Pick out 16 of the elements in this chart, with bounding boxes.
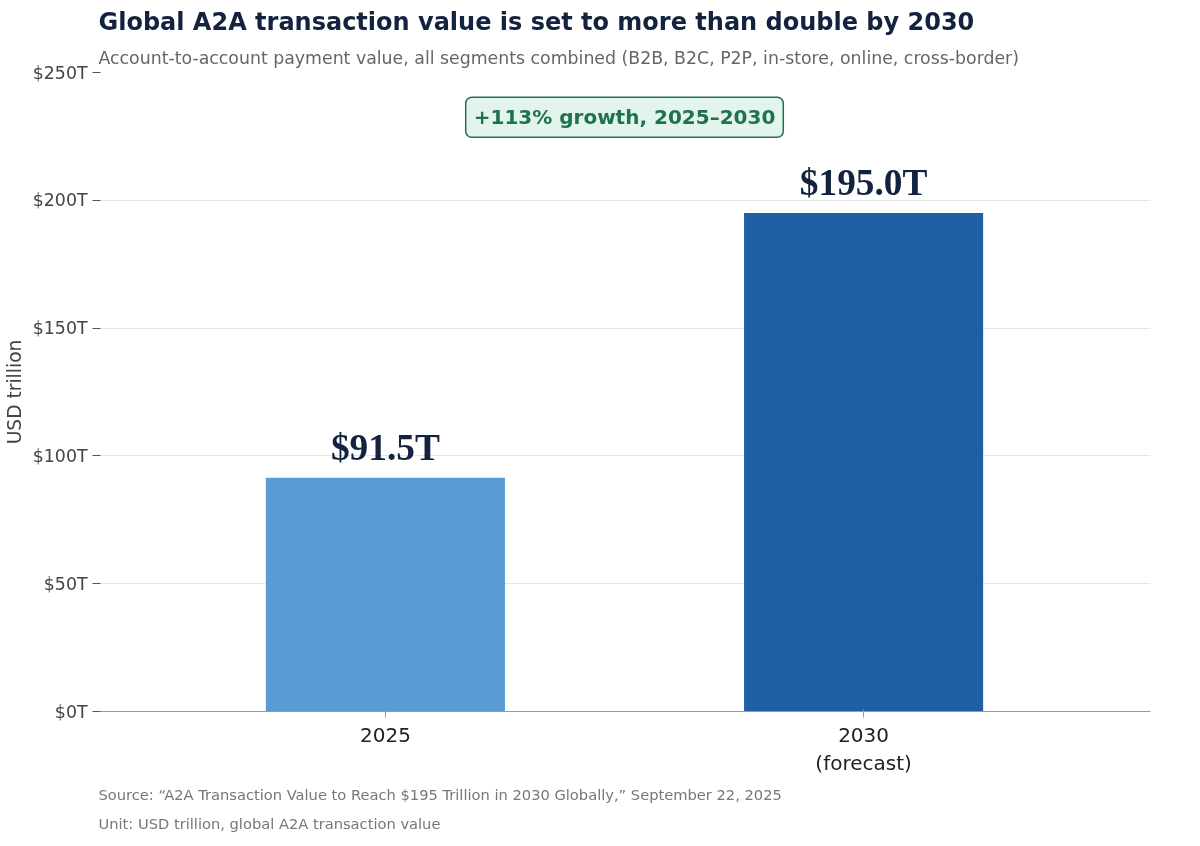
y-tick-label: $50T bbox=[43, 573, 88, 594]
x-tick-label: 2025 bbox=[359, 722, 411, 747]
y-tick-label: $0T bbox=[54, 701, 88, 722]
text: Unit: USD trillion, global A2A transaction value bbox=[98, 814, 441, 832]
y-tick-label: $150T bbox=[32, 318, 88, 339]
y-tick-label: $200T bbox=[32, 190, 88, 211]
y-tick-label: $100T bbox=[32, 445, 88, 466]
x-tick-label: 2030 (forecast) bbox=[815, 722, 912, 776]
chart-title: Global A2A transaction value is set to more than double by 2030 bbox=[98, 7, 975, 36]
y-tick-label: $250T bbox=[32, 62, 88, 83]
chart-subtitle: Account-to-account payment value, all segments combined (B2B, B2C, P2P, in-store, online, cross-border) bbox=[98, 47, 1019, 68]
annotation: +113% growth, 2025–2030 bbox=[473, 105, 776, 130]
y-axis-title: USD trillion bbox=[3, 339, 25, 445]
source-note: Source: “A2A Transaction Value to Reach $195 Trillion in 2030 Globally,” September 22, 2025 bbox=[98, 785, 782, 803]
data-label: $91.5T bbox=[330, 426, 440, 468]
data-label: $195.0T bbox=[799, 162, 928, 204]
